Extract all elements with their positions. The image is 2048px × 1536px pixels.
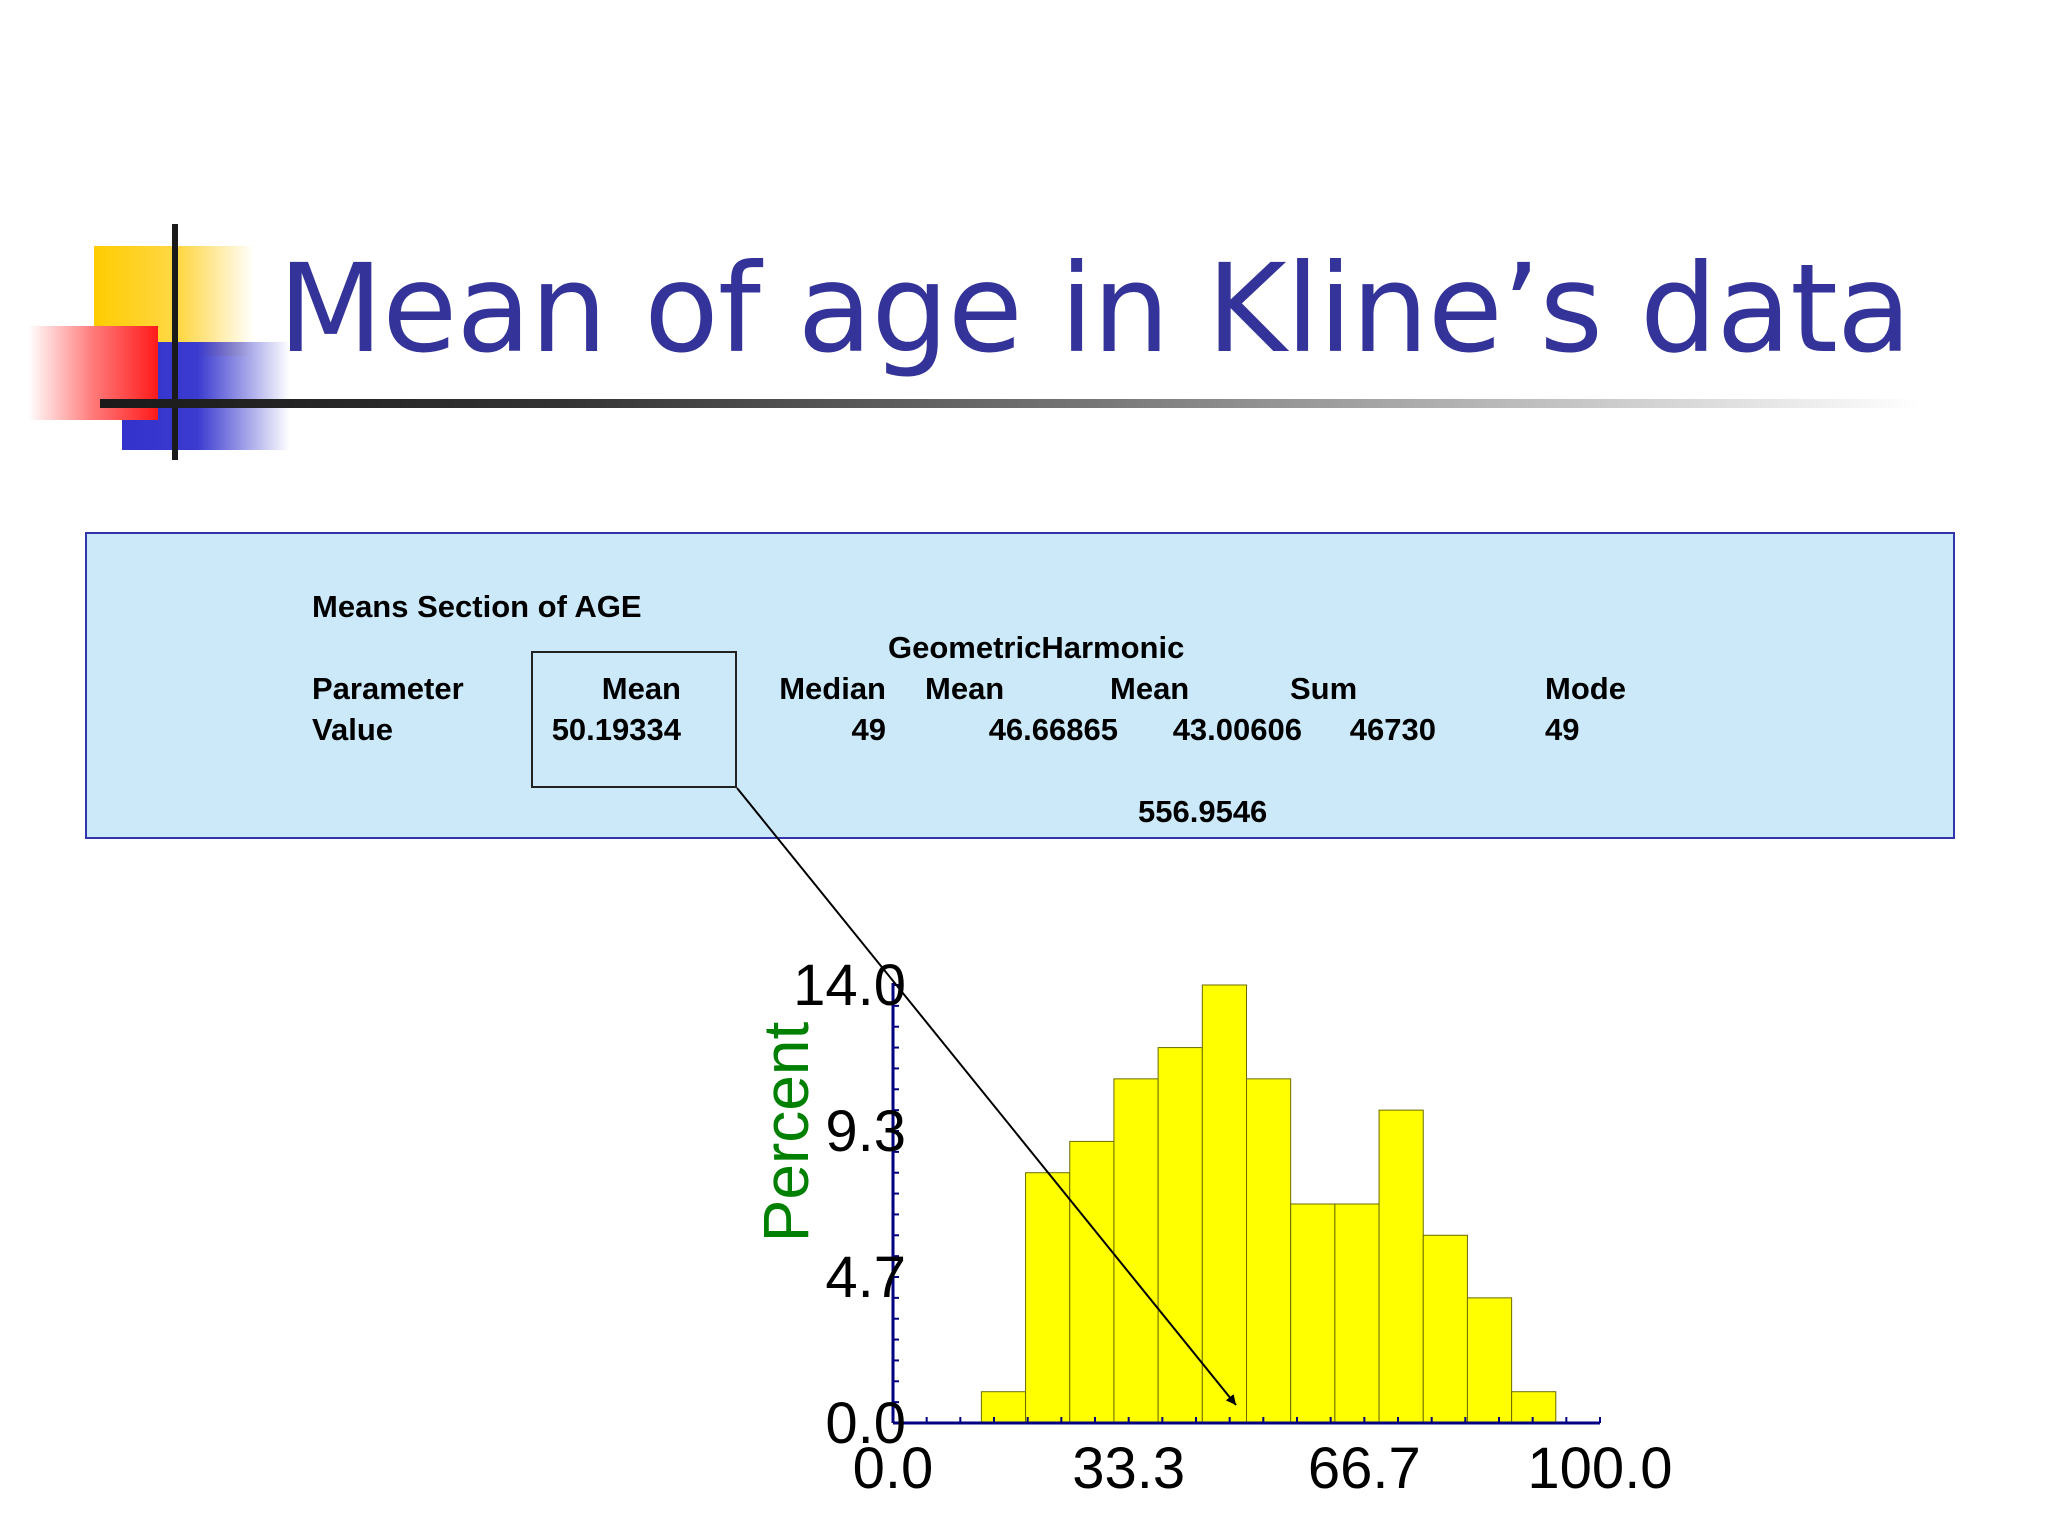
mean-highlight-box (531, 651, 737, 788)
extra-value: 556.9546 (1138, 794, 1268, 829)
row-label-parameter: Parameter (312, 671, 464, 706)
histogram-bar (1378, 1109, 1424, 1424)
histogram-bar (1511, 1391, 1557, 1424)
mean-pointer-arrow (736, 787, 1237, 1406)
title-underline-rule (100, 399, 1920, 408)
histogram-bar (1290, 1203, 1336, 1424)
histogram-bar (1025, 1172, 1071, 1424)
histogram-bar (1157, 1047, 1203, 1424)
row-label-value: Value (312, 712, 393, 747)
column-header-harmonic-mean: Mean (1110, 671, 1190, 706)
means-section-heading: Means Section of AGE (312, 589, 642, 624)
histogram-bar (980, 1391, 1027, 1424)
y-tick-labels: 0.0 4.7 9.3 14.0 (793, 953, 906, 1456)
histogram-bar (1246, 1078, 1292, 1424)
histogram-bar (1466, 1297, 1513, 1424)
histogram-bar (1113, 1078, 1159, 1424)
group-header-label: GeometricHarmonic (888, 630, 1185, 665)
x-tick-label: 100.0 (1527, 1436, 1672, 1501)
x-tick-label: 66.7 (1308, 1436, 1421, 1501)
histogram-bar (1069, 1140, 1115, 1424)
value-sum: 46730 (1349, 712, 1436, 747)
slide-title: Mean of age in Kline’s data (278, 238, 1912, 380)
histogram-bar (1201, 984, 1247, 1424)
histogram-bar (1422, 1234, 1468, 1424)
histogram-bar (1334, 1203, 1380, 1424)
vertical-rule-decoration (172, 224, 178, 460)
y-tick-label: 14.0 (793, 953, 906, 1018)
value-mean: 50.19334 (551, 712, 681, 747)
chart-axes (891, 983, 1601, 1425)
x-tick-labels: 0.0 33.3 66.7 100.0 (853, 1436, 1673, 1501)
column-header-mean: Mean (601, 671, 681, 706)
column-header-sum: Sum (1290, 671, 1358, 706)
x-tick-label: 0.0 (853, 1436, 934, 1501)
value-mode: 49 (1545, 712, 1580, 747)
y-tick-label: 9.3 (825, 1099, 906, 1164)
value-harmonic-mean: 43.00606 (1172, 712, 1302, 747)
y-axis-label: Percent (750, 1022, 822, 1243)
y-tick-label: 0.0 (825, 1391, 906, 1456)
histogram-bars (980, 984, 1557, 1424)
means-section-panel (85, 532, 1955, 839)
value-geometric-mean: 46.66865 (988, 712, 1118, 747)
column-header-geometric-mean: Mean (925, 671, 1005, 706)
y-tick-label: 4.7 (825, 1245, 906, 1310)
column-header-median: Median (779, 671, 886, 706)
column-header-mode: Mode (1545, 671, 1626, 706)
value-median: 49 (851, 712, 886, 747)
x-tick-label: 33.3 (1072, 1436, 1185, 1501)
